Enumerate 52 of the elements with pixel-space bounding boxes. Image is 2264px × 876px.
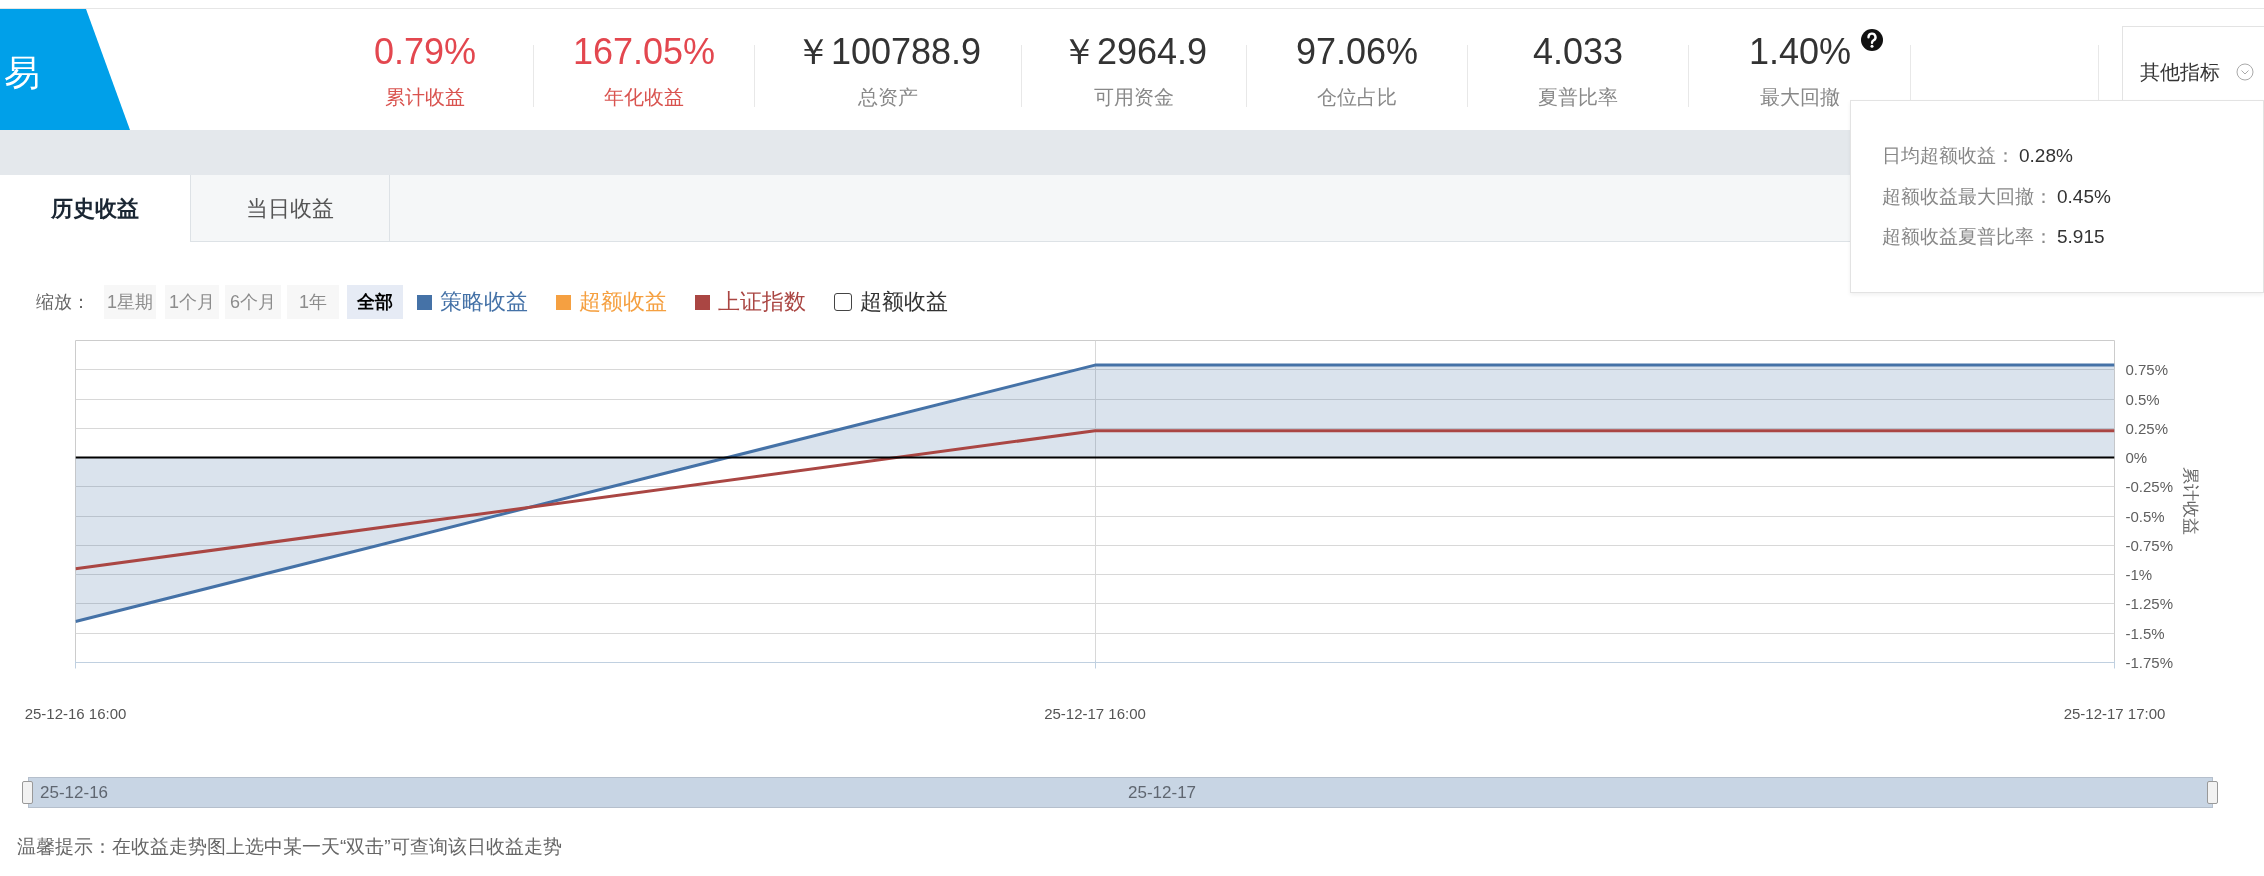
y-tick-label: 0% xyxy=(2125,449,2148,467)
text: 167.05% xyxy=(571,30,717,74)
text: 年化收益 xyxy=(603,85,685,110)
legend-label: 超额收益 xyxy=(579,288,667,317)
text: 超额收益最大回撤： xyxy=(1882,186,2053,207)
text: 历史收益 xyxy=(0,175,190,242)
y-tick-label: -0.75% xyxy=(2125,536,2174,554)
text: 1个月 xyxy=(165,285,219,319)
text: 5.915 xyxy=(2057,226,2105,247)
legend-label: 上证指数 xyxy=(718,288,806,317)
text: ￥2964.9 xyxy=(1059,30,1209,74)
legend-label: 策略收益 xyxy=(440,288,528,317)
text: 总资产 xyxy=(857,85,919,110)
text: 97.06% xyxy=(1294,30,1420,74)
y-tick-label: 0.25% xyxy=(2125,419,2169,437)
y-tick-label: 0.5% xyxy=(2125,390,2160,408)
text: 温馨提示：在收益走势图上选中某一天“双击”可查询该日收益走势 xyxy=(17,835,563,859)
text: 0.79% xyxy=(372,30,478,74)
text: 25-12-17 xyxy=(1128,782,1198,804)
y-tick-label: -1% xyxy=(2125,566,2153,584)
text: 其他指标 xyxy=(2140,60,2221,85)
text: 1年 xyxy=(287,285,339,319)
text: 0.28% xyxy=(2019,145,2073,166)
text: 25-12-16 xyxy=(40,782,110,804)
y-tick-label: -0.25% xyxy=(2125,478,2174,496)
y-tick-label: -0.5% xyxy=(2125,507,2165,525)
text: 全部 xyxy=(347,285,403,319)
text: 可用资金 xyxy=(1093,85,1175,110)
y-tick-label: -1.75% xyxy=(2125,654,2174,671)
x-tick-label: 25-12-17 17:00 xyxy=(2063,704,2166,722)
x-tick-label: 25-12-17 16:00 xyxy=(1044,704,1146,722)
text: ￥100788.9 xyxy=(793,30,983,74)
text: 夏普比率 xyxy=(1537,85,1619,110)
text: 1星期 xyxy=(104,285,156,319)
text: 超额收益夏普比率： xyxy=(1882,226,2053,247)
text: 0.45% xyxy=(2057,186,2111,207)
text: 累计收益 xyxy=(384,85,466,110)
y-axis-title: 累计收益 xyxy=(2181,467,2201,536)
x-tick-label: 25-12-16 16:00 xyxy=(24,704,127,722)
text: 缩放： xyxy=(36,291,91,314)
text: 最大回撤 xyxy=(1759,85,1841,110)
text: 易 xyxy=(4,51,41,95)
text: 日均超额收益： xyxy=(1882,145,2015,166)
y-tick-label: -1.5% xyxy=(2125,624,2165,642)
text: 1.40% xyxy=(1747,30,1853,74)
text: 6个月 xyxy=(225,285,281,319)
text: 当日收益 xyxy=(190,175,390,242)
text: 超额收益 xyxy=(860,288,948,317)
y-tick-label: 0.75% xyxy=(2125,361,2169,379)
y-tick-label: -1.25% xyxy=(2125,595,2174,613)
text: 仓位占比 xyxy=(1316,85,1398,110)
text: 4.033 xyxy=(1531,30,1625,74)
